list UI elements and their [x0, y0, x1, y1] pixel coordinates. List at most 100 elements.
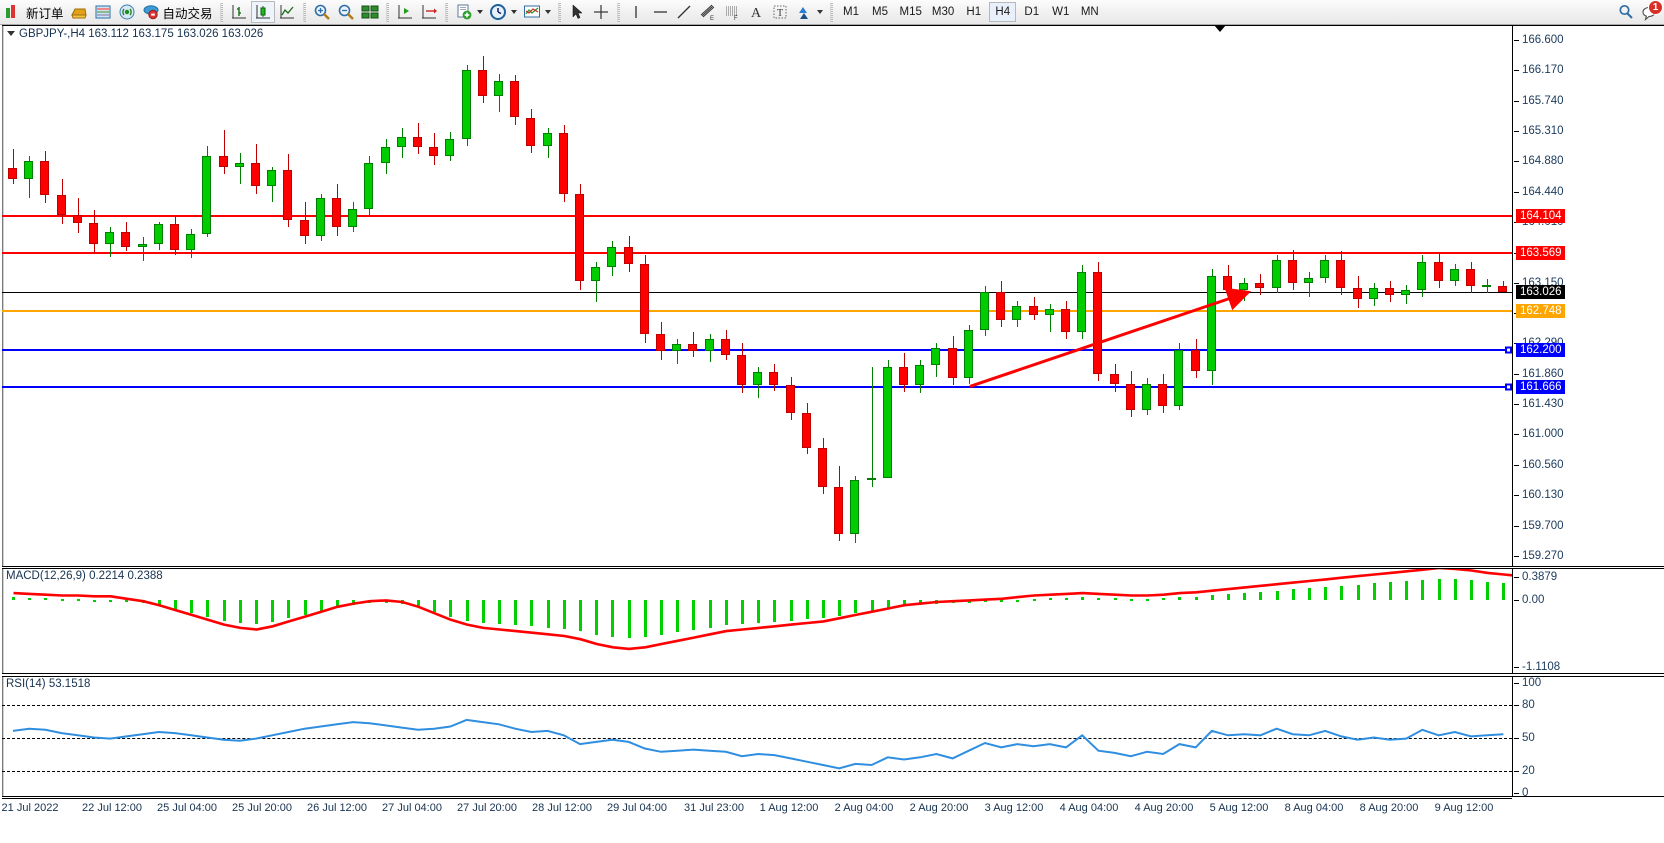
rsi-plot[interactable] [2, 677, 1513, 796]
candle-body [56, 194, 66, 215]
pointer-button[interactable] [565, 1, 589, 23]
macd-pane[interactable]: MACD(12,26,9) 0.2214 0.2388 0.3879 0.00 -1… [2, 568, 1664, 674]
macd-plot[interactable] [2, 569, 1513, 673]
tile-windows-button[interactable] [358, 1, 382, 23]
signal-button[interactable] [115, 1, 139, 23]
candlestick [24, 26, 35, 566]
macd-histogram-bar [1502, 583, 1506, 601]
macd-histogram-bar [627, 600, 631, 639]
candle-body [1482, 285, 1492, 288]
gold-bar-button[interactable] [67, 1, 91, 23]
macd-scale[interactable]: 0.3879 0.00 -1.1108 [1514, 569, 1664, 673]
macd-histogram-bar [870, 600, 874, 611]
price-line-resistance-1[interactable] [2, 214, 1512, 217]
trendline-button[interactable] [672, 1, 696, 23]
price-pane[interactable]: GBPJPY-,H4 163.112 163.175 163.026 163.0… [2, 25, 1664, 567]
price-tag-support-2[interactable]: 161.666 [1516, 380, 1565, 395]
macd-histogram-bar [562, 600, 566, 629]
price-tag-resistance-2[interactable]: 163.569 [1516, 246, 1565, 261]
price-tick [1514, 70, 1519, 72]
chevron-down-icon[interactable] [510, 10, 517, 14]
price-line-support-2[interactable] [2, 386, 1512, 389]
candlestick [672, 26, 683, 566]
text-box-button[interactable]: T [768, 1, 792, 23]
add-indicator-button[interactable] [452, 1, 486, 23]
macd-signal-line-overlay [13, 569, 1512, 651]
timeframe-h4[interactable]: H4 [989, 2, 1017, 22]
candlestick [1287, 26, 1299, 566]
candle-body [429, 147, 439, 157]
price-tick-label: 160.560 [1522, 459, 1564, 472]
terminal-button[interactable] [91, 1, 115, 23]
rsi-level-line-50 [2, 737, 1512, 739]
new-order-button[interactable]: 新订单 [2, 1, 67, 23]
robot-icon [143, 5, 159, 20]
horizontal-line-button[interactable] [648, 1, 672, 23]
price-line-support-1[interactable] [2, 348, 1512, 351]
chevron-down-icon[interactable] [7, 31, 15, 37]
price-line-resistance-2[interactable] [2, 252, 1512, 255]
line-chart-button[interactable] [275, 1, 299, 23]
crosshair-button[interactable] [589, 1, 613, 23]
chevron-down-icon[interactable] [544, 10, 551, 14]
candlestick [1368, 26, 1380, 566]
timeframe-h1[interactable]: H1 [966, 6, 982, 18]
line-anchor-handle[interactable] [1505, 383, 1512, 391]
price-scale[interactable]: 166.600 166.170 165.740 165.310 164.880 164.4… [1514, 26, 1664, 566]
candlestick [56, 26, 68, 566]
candlestick-chart-button[interactable] [250, 1, 275, 23]
candle-body [1093, 272, 1103, 375]
timeframe-d1[interactable]: D1 [1024, 6, 1040, 18]
macd-histogram-bar [1453, 579, 1457, 601]
period-button[interactable] [486, 1, 520, 23]
rsi-pane[interactable]: RSI(14) 53.1518 100 80 50 20 0 [2, 676, 1664, 799]
candle-body [1417, 261, 1427, 290]
rsi-level-line-20 [2, 770, 1512, 772]
candle-body [915, 365, 925, 385]
zoom-out-button[interactable] [334, 1, 358, 23]
price-tag-pivot[interactable]: 162.748 [1516, 304, 1565, 319]
candle-body [1012, 306, 1022, 321]
equidistant-channel-button[interactable]: E [696, 1, 720, 23]
rsi-scale[interactable]: 100 80 50 20 0 [1514, 677, 1664, 799]
macd-histogram-bar [789, 600, 793, 621]
chevron-down-icon[interactable] [476, 10, 483, 14]
fibonacci-button[interactable]: F [720, 1, 744, 23]
price-line-pivot[interactable] [2, 310, 1512, 313]
macd-histogram-bar [708, 600, 712, 628]
macd-tick [1514, 600, 1519, 602]
candle-body [785, 384, 795, 414]
price-tag-resistance-1[interactable]: 164.104 [1516, 208, 1565, 223]
timeframe-w1[interactable]: W1 [1052, 6, 1070, 18]
timeframe-m5[interactable]: M5 [872, 6, 889, 18]
search-button[interactable] [1614, 1, 1638, 23]
chart-shift-button[interactable] [393, 1, 417, 23]
zoom-in-button[interactable] [310, 1, 334, 23]
text-label-button[interactable]: A [744, 1, 768, 23]
candlestick [332, 26, 343, 566]
bar-chart-button[interactable] [227, 1, 251, 23]
candle-body [672, 344, 682, 352]
candle-body [1385, 287, 1394, 295]
vertical-line-button[interactable] [624, 1, 648, 23]
timeframe-m30[interactable]: M30 [931, 6, 955, 18]
price-plot[interactable] [2, 26, 1513, 566]
price-tag-current-price[interactable]: 163.026 [1516, 284, 1565, 299]
line-anchor-handle[interactable] [1505, 346, 1512, 354]
price-line-current-price[interactable] [2, 291, 1512, 293]
templates-button[interactable] [520, 1, 554, 23]
notifications-button[interactable]: 1 [1638, 0, 1663, 22]
time-axis-label: 21 Jul 2022 [1, 802, 59, 814]
timeframe-m1[interactable]: M1 [843, 6, 860, 18]
arrows-button[interactable] [792, 1, 826, 23]
price-tag-support-1[interactable]: 162.200 [1516, 342, 1565, 357]
time-axis-label: 29 Jul 04:00 [607, 802, 667, 814]
chevron-down-icon[interactable] [816, 10, 823, 14]
timeframe-m15[interactable]: M15 [899, 6, 922, 18]
auto-scroll-button[interactable] [417, 1, 441, 23]
price-tick [1514, 222, 1519, 224]
timeframe-mn[interactable]: MN [1080, 6, 1099, 18]
macd-tick [1514, 666, 1519, 668]
auto-trading-button[interactable]: 自动交易 [139, 1, 216, 23]
chart-workspace[interactable]: GBPJPY-,H4 163.112 163.175 163.026 163.0… [0, 25, 1664, 843]
